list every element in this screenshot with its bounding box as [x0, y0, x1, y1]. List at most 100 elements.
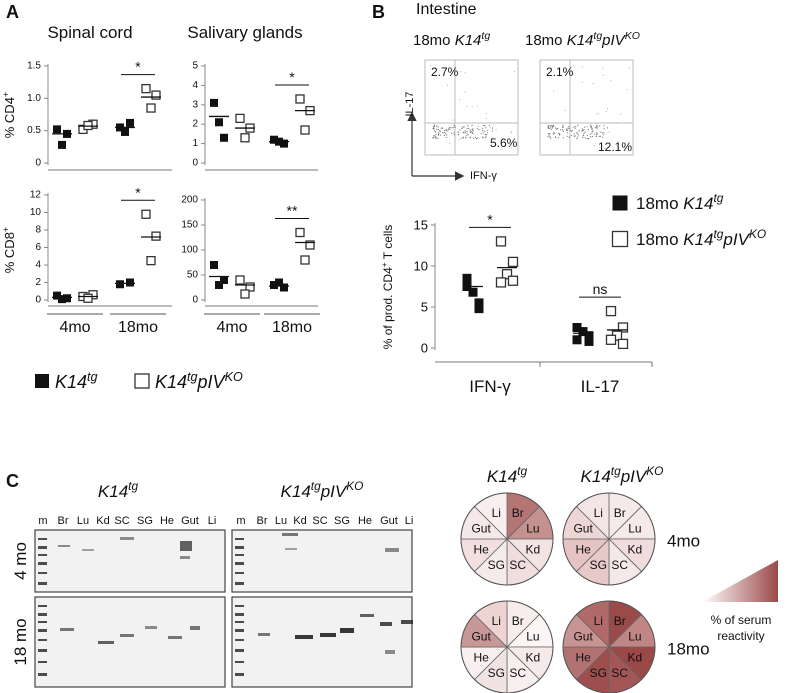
data-point	[585, 337, 594, 346]
flow-event	[434, 130, 435, 131]
blot-header-part: K14	[281, 482, 311, 501]
ladder-band	[235, 538, 244, 540]
flow-event	[485, 127, 486, 128]
flow-event	[444, 71, 445, 72]
flow-label-part: KO	[625, 30, 640, 42]
flow-event	[597, 126, 598, 127]
lane-label: SC	[114, 515, 129, 527]
flow-event	[453, 125, 454, 126]
flow-event	[472, 128, 473, 129]
lane-label: Lu	[275, 515, 287, 527]
y-tick-label: 5	[421, 300, 428, 315]
blot-band	[385, 650, 395, 654]
segment-label: SG	[488, 558, 505, 572]
y-tick-label: 0	[35, 295, 41, 306]
flow-event	[485, 137, 486, 138]
legend-label-part: pIV	[722, 230, 750, 249]
flow-event	[448, 128, 449, 129]
ladder-band	[38, 649, 47, 652]
lane-label: Lu	[77, 515, 89, 527]
blot	[232, 597, 412, 687]
lane-label: Br	[58, 515, 69, 527]
flow-event	[577, 125, 578, 126]
data-point	[607, 335, 616, 344]
legend-label: 18mo K14tgpIVKO	[636, 227, 766, 249]
flow-event	[434, 135, 435, 136]
flow-axis-label: IFN-γ	[470, 170, 497, 182]
ladder-band	[235, 605, 244, 607]
segment-label: Br	[512, 614, 524, 628]
pie-header: K14tgpIVKO	[581, 464, 664, 486]
flow-label-part: pIV	[601, 32, 627, 49]
flow-event	[444, 130, 445, 131]
flow-event	[575, 128, 576, 129]
ladder-band	[235, 554, 244, 556]
flow-axis-label: IL-17	[404, 91, 416, 116]
flow-event	[571, 67, 572, 68]
y-tick-label: 15	[414, 218, 428, 233]
blot-row-label: 4 mo	[11, 542, 30, 580]
flow-event	[603, 75, 604, 76]
segment-label: SG	[488, 666, 505, 680]
flow-event	[435, 134, 436, 135]
flow-event	[552, 127, 553, 128]
flow-event	[584, 127, 585, 128]
flow-event	[582, 66, 583, 67]
flow-event	[603, 134, 604, 135]
flow-event	[486, 136, 487, 137]
flow-event	[573, 127, 574, 128]
flow-event	[444, 132, 445, 133]
legend-marker	[135, 374, 149, 388]
flow-event	[582, 137, 583, 138]
legend-label-part: tg	[714, 227, 724, 241]
flow-event	[487, 130, 488, 131]
legend-marker	[613, 196, 628, 211]
legend-label-part: tg	[87, 370, 98, 384]
flow-event	[478, 126, 479, 127]
y-axis-label-part: T cells	[381, 225, 395, 263]
blot-band	[320, 633, 336, 637]
segment-label: Li	[492, 506, 501, 520]
data-point	[142, 85, 150, 93]
flow-event	[569, 137, 570, 138]
segment-label: Kd	[526, 651, 541, 665]
lane-label: Li	[405, 515, 414, 527]
data-point	[497, 237, 506, 246]
x-category-label: 4mo	[216, 319, 247, 336]
flow-event	[562, 126, 563, 127]
flow-event	[565, 110, 566, 111]
flow-event	[596, 127, 597, 128]
flow-event	[591, 128, 592, 129]
flow-event	[550, 138, 551, 139]
blot-header-part: tg	[311, 479, 321, 493]
data-point	[53, 125, 61, 133]
segment-label: SC	[611, 558, 628, 572]
flow-event	[486, 134, 487, 135]
flow-event	[620, 114, 621, 115]
flow-event	[578, 130, 579, 131]
flow-event	[549, 136, 550, 137]
x-category-label: IL-17	[581, 377, 620, 396]
data-point	[296, 95, 304, 103]
data-point	[497, 278, 506, 287]
ladder-band	[235, 613, 244, 616]
flow-event	[467, 125, 468, 126]
flow-event	[567, 128, 568, 129]
flow-event	[587, 135, 588, 136]
flow-event	[566, 130, 567, 131]
data-point	[152, 91, 160, 99]
flow-event	[605, 148, 606, 149]
y-axis-label-part: +	[1, 92, 11, 97]
flow-event	[435, 137, 436, 138]
data-point	[147, 104, 155, 112]
scale-label: % of serum	[711, 613, 772, 627]
legend-label-part: tg	[187, 370, 198, 384]
ladder-band	[235, 629, 244, 632]
y-axis-label-part: % of prod. CD4	[381, 267, 395, 349]
y-tick-label: 50	[187, 270, 199, 281]
blot-header: K14tgpIVKO	[281, 479, 364, 501]
flow-event	[458, 131, 459, 132]
flow-event	[609, 131, 610, 132]
pie-header: K14tg	[487, 464, 528, 486]
legend-label-part: KO	[225, 370, 243, 384]
